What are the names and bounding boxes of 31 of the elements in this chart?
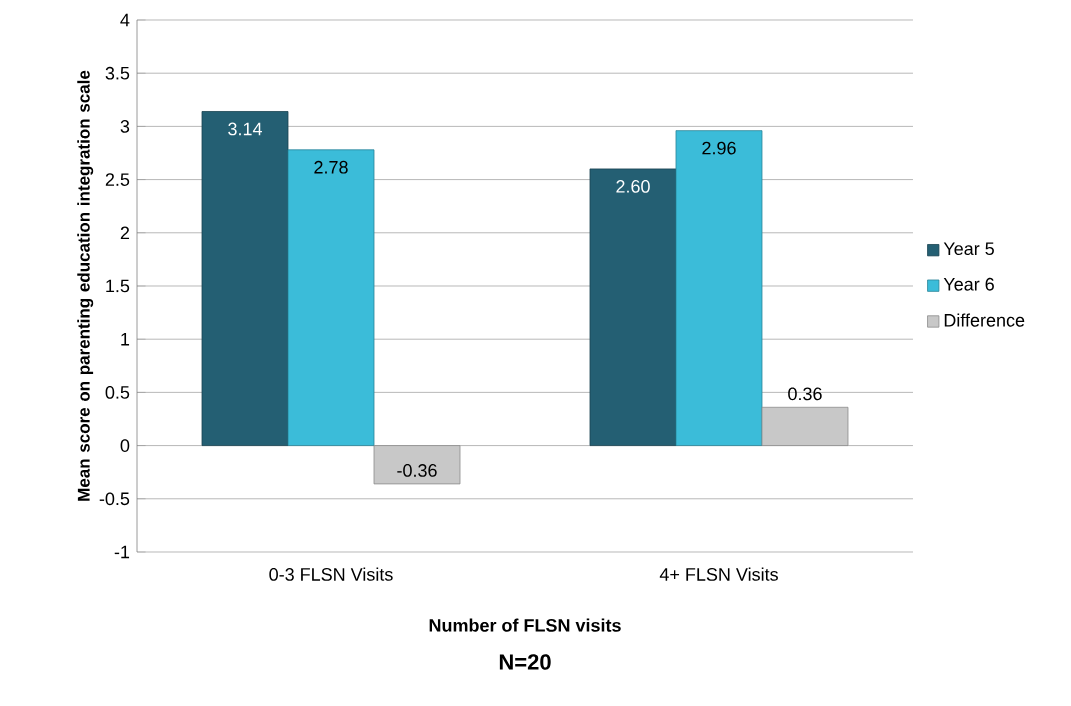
y-tick-label: 1.5 [106, 279, 130, 293]
x-tick-label: 0-3 FLSN Visits [269, 567, 393, 581]
bar [287, 149, 375, 446]
bar [761, 406, 849, 446]
y-tick-label: 3.5 [105, 66, 130, 80]
y-tick-label: 0 [120, 439, 130, 452]
data-label: 2.60 [616, 180, 650, 193]
y-tick-label: 4 [120, 13, 130, 27]
bar [675, 130, 763, 446]
y-tick-label: 0.5 [105, 386, 130, 399]
data-label: 0.36 [788, 387, 822, 401]
legend-label: Year 5 [943, 242, 994, 256]
bar [373, 445, 461, 485]
y-axis-title: Mean score on parenting education integration scale [77, 70, 94, 501]
data-label: -0.36 [397, 464, 437, 477]
y-tick-label: 1 [121, 332, 130, 346]
text: N=20 [499, 654, 551, 670]
x-tick-label: 4+ FLSN Visits [659, 567, 778, 581]
legend-label: Difference [944, 313, 1025, 327]
data-label: 2.78 [314, 160, 348, 174]
y-tick-label: 2.5 [105, 173, 130, 186]
bar [589, 168, 677, 446]
data-label: 2.96 [702, 141, 736, 155]
y-tick-label: -1 [114, 545, 130, 559]
bar [201, 111, 289, 446]
y-tick-label: -0.5 [99, 492, 130, 506]
legend-label: Year 6 [943, 277, 994, 291]
data-label: 3.14 [228, 122, 262, 136]
y-tick-label: 2 [120, 226, 130, 240]
y-tick-label: 3 [120, 120, 130, 133]
x-axis-title: Number of FLSN visits [429, 618, 621, 632]
